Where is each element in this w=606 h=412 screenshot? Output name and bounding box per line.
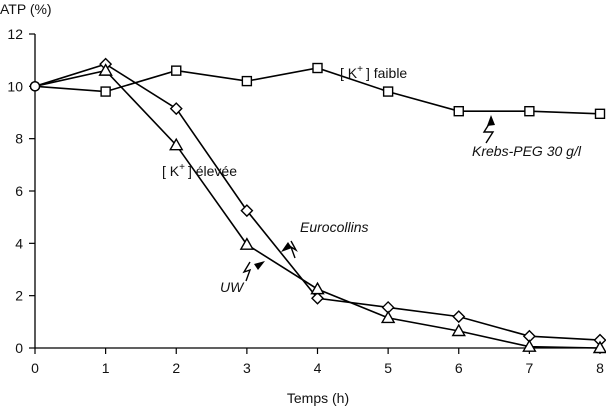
- point-uw-4: [310, 281, 325, 295]
- point-eurocollins-2: [169, 102, 183, 116]
- point-eurocollins-4: [311, 291, 324, 305]
- y-tick-label-2: 4: [15, 235, 23, 251]
- series-line-uw: [34, 69, 601, 349]
- uw-pointer-arrow: [242, 261, 252, 282]
- annotation-k-elevee: [ K+] élevée: [162, 162, 237, 179]
- point-uw-1: [98, 63, 113, 76]
- point-eurocollins-6: [452, 310, 466, 324]
- point-uw-0: [29, 81, 41, 92]
- annotation-k-elevee-prefix: [ K: [162, 163, 180, 179]
- point-uw-7: [522, 339, 537, 352]
- annotation-k-elevee-sup: +: [179, 162, 185, 173]
- point-krebs-peg-30-g-l-2: [171, 65, 182, 76]
- x-tick-label-3: 3: [243, 360, 251, 376]
- x-tick-label-5: 5: [384, 360, 392, 376]
- point-krebs-peg-30-g-l-7: [524, 105, 535, 117]
- y-tick-label-4: 8: [15, 131, 23, 147]
- point-uw-5: [380, 310, 396, 324]
- y-tick-label-0: 0: [15, 340, 23, 356]
- point-krebs-peg-30-g-l-6: [453, 105, 464, 117]
- y-tick-label-1: 2: [15, 288, 23, 304]
- x-tick-label-6: 6: [455, 360, 463, 376]
- y-tick-label-3: 6: [15, 183, 23, 199]
- y-tick-label-5: 10: [7, 78, 23, 94]
- annotation-k-faible: [ K+] faible: [340, 64, 407, 81]
- point-krebs-peg-30-g-l-1: [100, 86, 111, 97]
- point-eurocollins-3: [240, 204, 254, 218]
- point-uw-3: [239, 237, 255, 250]
- y-tick-label-6: 12: [7, 26, 23, 42]
- point-uw-8: [592, 340, 606, 354]
- x-tick-label-2: 2: [172, 360, 180, 376]
- point-krebs-peg-30-g-l-4: [312, 62, 323, 74]
- point-uw-2: [169, 137, 184, 151]
- x-tick-label-4: 4: [314, 360, 322, 376]
- krebs-pointer-arrow: [482, 120, 495, 144]
- point-uw-6: [451, 323, 466, 337]
- annotation-k-elevee-suffix: ] élevée: [188, 163, 237, 179]
- eurocollins-pointer-arrowhead: [281, 242, 292, 252]
- annotation-k-faible-suffix: ] faible: [366, 65, 407, 81]
- y-axis-title: ATP (%): [0, 1, 52, 17]
- krebs-pointer-arrowhead: [487, 115, 495, 126]
- annotation-eurocollins: Eurocollins: [300, 219, 368, 235]
- annotation-krebs: Krebs-PEG 30 g/l: [472, 143, 582, 159]
- x-tick-label-1: 1: [102, 360, 110, 376]
- annotation-k-faible-sup: +: [357, 64, 363, 75]
- eurocollins-pointer-arrow: [289, 240, 298, 259]
- point-krebs-peg-30-g-l-8: [594, 108, 606, 120]
- annotation-uw: UW: [220, 279, 245, 295]
- series-layer: [29, 57, 606, 354]
- annotation-k-faible-prefix: [ K: [340, 65, 358, 81]
- point-krebs-peg-30-g-l-5: [382, 86, 394, 97]
- uw-pointer-arrowhead: [254, 261, 265, 270]
- series-line-krebs-peg-30-g-l: [34, 67, 601, 115]
- x-tick-label-7: 7: [525, 360, 533, 376]
- x-tick-label-0: 0: [31, 360, 39, 376]
- axis-ticks: [29, 33, 601, 354]
- annotations: [ K+] faible [ K+] élevée Krebs-PEG 30 g…: [162, 64, 582, 295]
- point-krebs-peg-30-g-l-3: [241, 75, 253, 87]
- x-tick-label-8: 8: [596, 360, 604, 376]
- x-axis-title: Temps (h): [287, 390, 349, 406]
